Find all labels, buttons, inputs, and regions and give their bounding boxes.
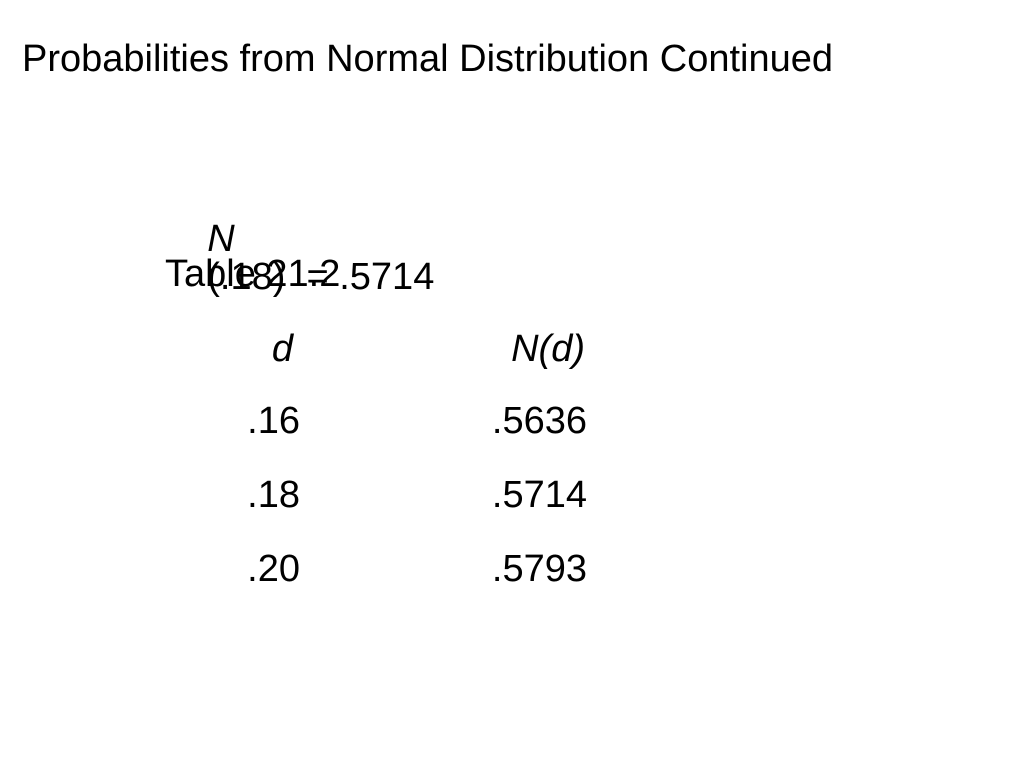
- formula: N (.18) = .5714: [165, 182, 434, 334]
- slide-title: Probabilities from Normal Distribution C…: [22, 38, 834, 80]
- formula-symbol: N: [207, 218, 235, 260]
- table-header: N(d): [511, 328, 585, 370]
- table-cell: .5793: [491, 548, 587, 590]
- table-cell: .18: [247, 474, 300, 516]
- table-cell: .20: [247, 548, 300, 590]
- table-cell: .16: [247, 400, 300, 442]
- formula-rest: (.18) = .5714: [207, 256, 435, 298]
- table-cell: .5636: [491, 400, 587, 442]
- table-header: d: [271, 328, 293, 370]
- table-caption: Table 21.2: [165, 253, 341, 295]
- table-cell: .5714: [491, 474, 587, 516]
